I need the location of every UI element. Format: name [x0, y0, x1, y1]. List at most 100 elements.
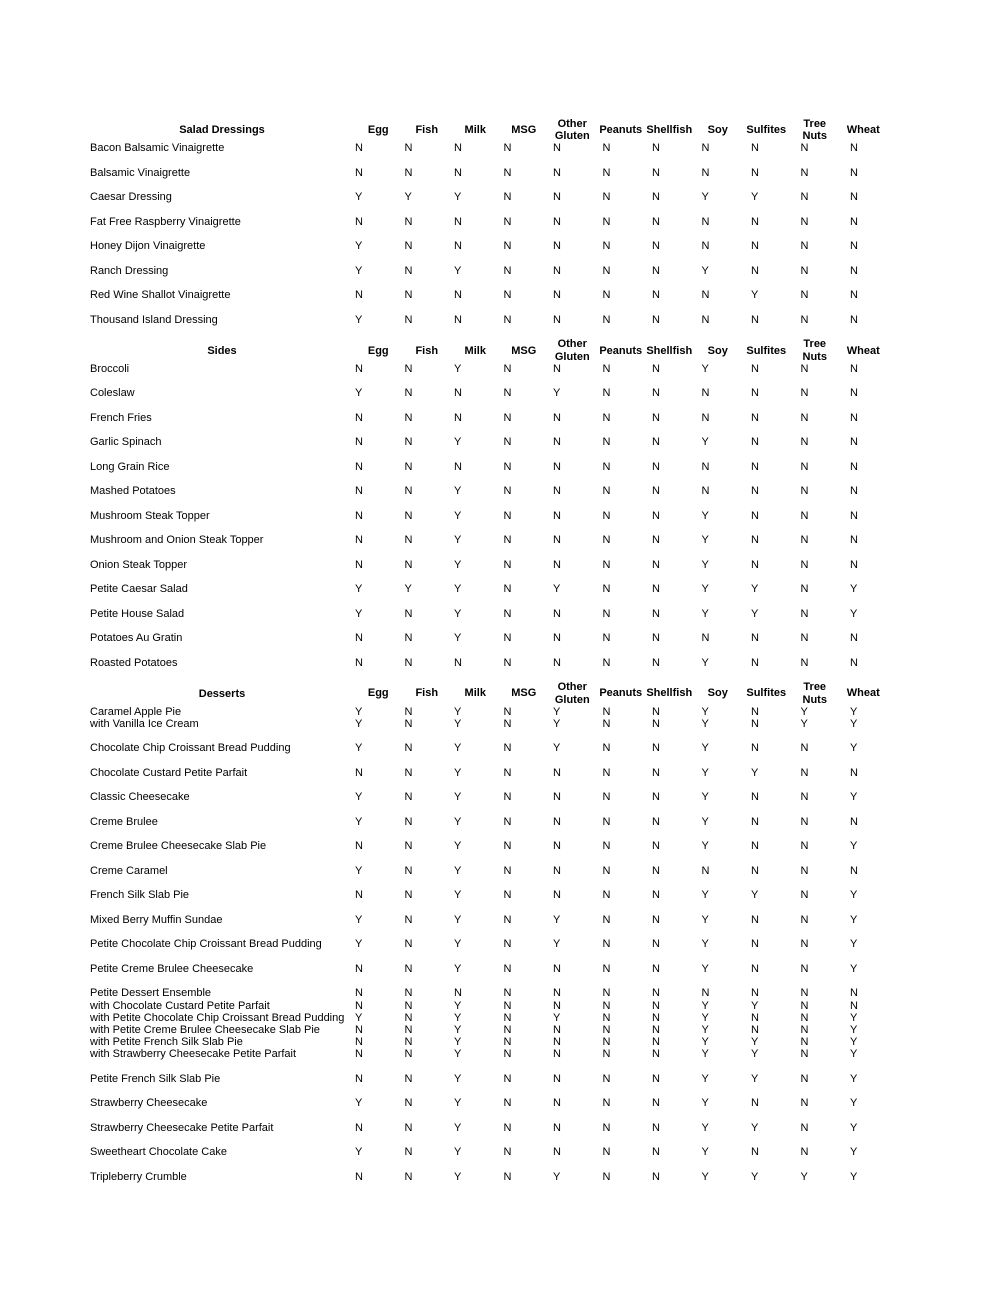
table-group: Roasted Potatoes N N N N N N N Y N N N	[90, 657, 890, 669]
item-name: French Silk Slab Pie	[90, 889, 190, 902]
allergen-cell: N	[355, 1024, 363, 1037]
allergen-cell: N	[355, 766, 363, 779]
allergen-cell: N	[553, 840, 561, 853]
allergen-cell: N	[503, 766, 512, 779]
allergen-cell: N	[751, 791, 759, 804]
allergen-cell: N	[800, 485, 809, 498]
table-group: Petite Chocolate Chip Croissant Bread Pu…	[90, 938, 890, 950]
allergen-cell: N	[503, 166, 512, 179]
allergen-cell: N	[751, 1146, 759, 1159]
allergen-cell: N	[404, 840, 413, 853]
allergen-cell: N	[602, 142, 611, 155]
allergen-cell: N	[751, 815, 759, 828]
allergen-cell: N	[800, 509, 809, 522]
allergen-cell: N	[800, 607, 809, 620]
allergen-cell: N	[701, 987, 710, 1000]
allergen-cell: N	[652, 938, 660, 951]
allergen-cell: N	[404, 607, 413, 620]
table-row: Ranch Dressing Y N Y N N N N Y N N N	[90, 265, 890, 277]
allergen-cell: N	[800, 558, 809, 571]
table-row: Mashed Potatoes N N Y N N N N N N N N	[90, 485, 890, 497]
allergen-cell: N	[355, 142, 363, 155]
allergen-cell: N	[602, 191, 611, 204]
allergen-cell: N	[652, 240, 660, 253]
allergen-cell: Y	[701, 1097, 709, 1110]
allergen-cell: Y	[454, 509, 462, 522]
allergen-cell: N	[652, 656, 660, 669]
column-header: Shellfish	[646, 124, 693, 137]
item-name: Tripleberry Crumble	[90, 1170, 187, 1183]
allergen-cell: N	[652, 864, 660, 877]
item-name: Sweetheart Chocolate Cake	[90, 1146, 227, 1159]
table-row: Creme Brulee Y N Y N N N N Y N N N	[90, 816, 890, 828]
allergen-cell: Y	[751, 607, 759, 620]
column-header: Sulfites	[746, 687, 787, 700]
allergen-cell: Y	[850, 1170, 858, 1183]
allergen-cell: N	[503, 191, 512, 204]
allergen-cell: Y	[454, 999, 462, 1012]
allergen-cell: N	[503, 717, 512, 730]
column-header: Fish	[415, 124, 439, 137]
column-header: Wheat	[846, 344, 880, 357]
allergen-cell: Y	[701, 705, 709, 718]
column-header: Milk	[464, 687, 486, 700]
allergen-cell: N	[652, 1170, 660, 1183]
allergen-cell: N	[404, 766, 413, 779]
allergen-cell: Y	[355, 583, 363, 596]
allergen-cell: N	[602, 509, 611, 522]
allergen-cell: N	[404, 987, 413, 1000]
allergen-cell: Y	[454, 815, 462, 828]
allergen-cell: N	[652, 460, 660, 473]
allergen-cell: N	[701, 387, 710, 400]
allergen-cell: N	[404, 1146, 413, 1159]
item-name: Mushroom Steak Topper	[90, 509, 210, 522]
allergen-cell: Y	[454, 1121, 462, 1134]
table-row: with Vanilla Ice Cream Y N Y N Y N N Y N Y Y	[90, 718, 890, 730]
table-group: Mushroom and Onion Steak Topper N N Y N N N N Y N…	[90, 534, 890, 546]
allergen-cell: Y	[701, 999, 709, 1012]
item-name: with Strawberry Cheesecake Petite Parfai…	[90, 1048, 297, 1061]
item-name: Mushroom and Onion Steak Topper	[90, 534, 264, 547]
table-group: French Silk Slab Pie N N Y N N N N Y Y N Y	[90, 889, 890, 901]
table-row: Honey Dijon Vinaigrette Y N N N N N N N N N N	[90, 240, 890, 252]
column-header: Egg	[367, 687, 389, 700]
allergen-cell: N	[404, 460, 413, 473]
allergen-cell: N	[800, 864, 809, 877]
table-group: Petite House Salad Y N Y N N N N Y Y N Y	[90, 608, 890, 620]
allergen-cell: Y	[454, 1097, 462, 1110]
allergen-cell: N	[800, 962, 809, 975]
item-name: Chocolate Chip Croissant Bread Pudding	[90, 742, 291, 755]
allergen-cell: N	[503, 509, 512, 522]
allergen-cell: Y	[850, 717, 858, 730]
allergen-cell: Y	[701, 889, 709, 902]
table-group: Tripleberry Crumble N N Y N Y N N Y Y Y Y	[90, 1171, 890, 1183]
table-row: Long Grain Rice N N N N N N N N N N N	[90, 461, 890, 473]
column-header: Soy	[707, 344, 728, 357]
allergen-cell: N	[751, 436, 759, 449]
allergen-cell: N	[850, 264, 858, 277]
allergen-cell: N	[800, 791, 809, 804]
allergen-cell: Y	[701, 938, 709, 951]
allergen-cell: N	[800, 999, 809, 1012]
allergen-cell: N	[503, 1146, 512, 1159]
allergen-cell: N	[701, 289, 710, 302]
allergen-cell: Y	[355, 313, 363, 326]
allergen-cell: N	[553, 656, 561, 669]
allergen-cell: N	[800, 840, 809, 853]
allergen-cell: Y	[454, 766, 462, 779]
allergen-cell: N	[701, 632, 710, 645]
allergen-cell: Y	[701, 913, 709, 926]
allergen-cell: N	[404, 864, 413, 877]
table-row: Classic Cheesecake Y N Y N N N N Y N N Y	[90, 791, 890, 803]
allergen-cell: Y	[454, 583, 462, 596]
allergen-cell: N	[850, 632, 858, 645]
allergen-cell: N	[355, 999, 363, 1012]
allergen-cell: N	[850, 558, 858, 571]
item-name: Caesar Dressing	[90, 191, 172, 204]
column-header: Milk	[464, 344, 486, 357]
allergen-cell: N	[602, 840, 611, 853]
allergen-cell: N	[652, 558, 660, 571]
allergen-cell: N	[602, 864, 611, 877]
allergen-cell: N	[355, 656, 363, 669]
